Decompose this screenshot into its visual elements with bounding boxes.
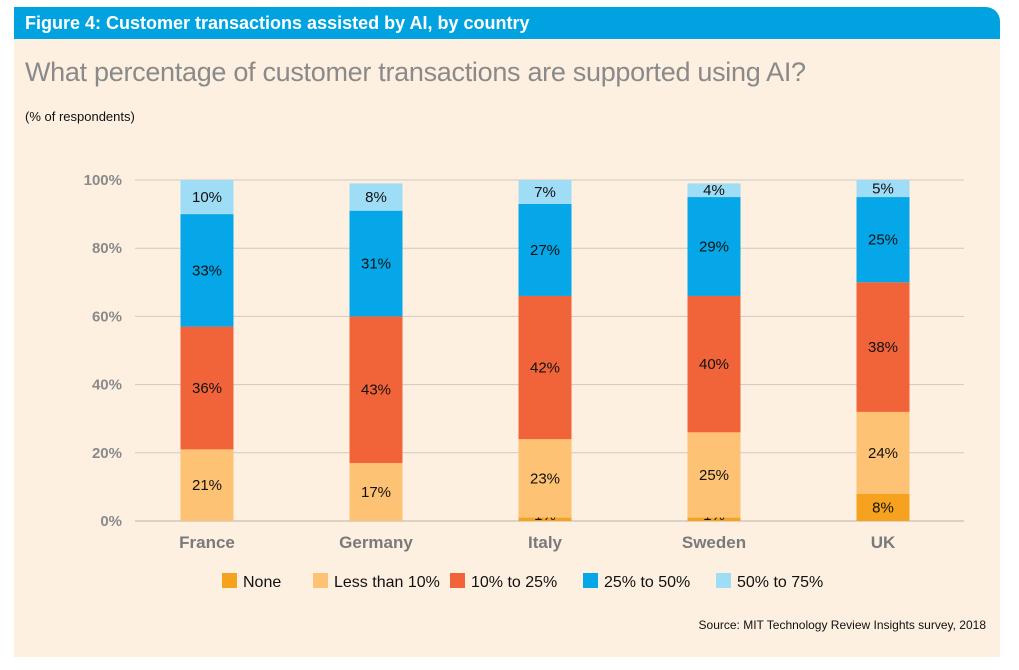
y-tick-label: 80% bbox=[92, 240, 122, 257]
y-tick-label: 100% bbox=[84, 172, 122, 189]
data-label: 10% bbox=[192, 189, 222, 206]
bar-segment bbox=[349, 183, 403, 211]
bar-segment bbox=[180, 214, 234, 327]
legend-label: 50% to 75% bbox=[737, 574, 823, 591]
x-tick-label: Sweden bbox=[682, 533, 746, 552]
bar-segment bbox=[856, 197, 910, 283]
data-label: 25% bbox=[699, 467, 729, 484]
data-label: 17% bbox=[361, 484, 391, 501]
bar-segment bbox=[856, 282, 910, 412]
bar-segment bbox=[687, 183, 741, 198]
y-tick-label: 40% bbox=[92, 377, 122, 394]
data-label: 23% bbox=[530, 470, 560, 487]
bar-segment bbox=[180, 326, 234, 450]
x-tick-label: France bbox=[179, 533, 235, 552]
data-label: 8% bbox=[872, 499, 894, 516]
data-label: 24% bbox=[868, 445, 898, 462]
source-note: Source: MIT Technology Review Insights s… bbox=[698, 618, 986, 632]
legend-swatch bbox=[716, 573, 731, 588]
bar-segment bbox=[349, 463, 403, 521]
x-tick-label: Germany bbox=[339, 533, 413, 552]
bar-segment bbox=[687, 517, 741, 521]
x-tick-label: Italy bbox=[528, 533, 563, 552]
data-label: 5% bbox=[872, 181, 894, 198]
legend-label: 25% to 50% bbox=[604, 574, 690, 591]
data-label: 4% bbox=[703, 182, 725, 199]
legend-swatch bbox=[222, 573, 237, 588]
legend-label: None bbox=[243, 574, 281, 591]
data-label: 42% bbox=[530, 360, 560, 377]
data-label: 29% bbox=[699, 238, 729, 255]
legend-swatch bbox=[450, 573, 465, 588]
bar-segment bbox=[856, 493, 910, 521]
data-label: 27% bbox=[530, 242, 560, 259]
data-label: 33% bbox=[192, 262, 222, 279]
bar-segment bbox=[518, 517, 572, 521]
data-label: 38% bbox=[868, 339, 898, 356]
bar-segment bbox=[856, 180, 910, 198]
y-unit-note: (% of respondents) bbox=[25, 109, 135, 124]
bar-segment bbox=[687, 295, 741, 433]
data-label: 7% bbox=[534, 184, 556, 201]
figure-card: Figure 4: Customer transactions assisted… bbox=[14, 7, 1000, 657]
bar-segment bbox=[180, 180, 234, 215]
y-tick-label: 60% bbox=[92, 308, 122, 325]
data-label: 21% bbox=[192, 477, 222, 494]
bar-segment bbox=[687, 197, 741, 296]
data-label: 31% bbox=[361, 256, 391, 273]
bar-segment bbox=[349, 210, 403, 317]
bar-segment bbox=[518, 295, 572, 440]
bar-segment bbox=[687, 432, 741, 518]
data-label: 25% bbox=[868, 232, 898, 249]
y-tick-label: 0% bbox=[100, 513, 122, 530]
data-label: 8% bbox=[365, 189, 387, 206]
figure-header: Figure 4: Customer transactions assisted… bbox=[14, 7, 1000, 39]
bar-segment bbox=[518, 203, 572, 296]
data-label: 36% bbox=[192, 380, 222, 397]
bar-segment bbox=[518, 439, 572, 518]
legend-label: Less than 10% bbox=[334, 574, 440, 591]
data-label: 40% bbox=[699, 356, 729, 373]
bar-segment bbox=[518, 180, 572, 204]
x-tick-label: UK bbox=[871, 533, 896, 552]
bar-segment bbox=[349, 316, 403, 464]
legend-label: 10% to 25% bbox=[471, 574, 557, 591]
y-tick-label: 20% bbox=[92, 445, 122, 462]
chart-question: What percentage of customer transactions… bbox=[25, 57, 806, 87]
bar-segment bbox=[180, 449, 234, 521]
legend-swatch bbox=[583, 573, 598, 588]
legend-swatch bbox=[313, 573, 328, 588]
figure-title: Figure 4: Customer transactions assisted… bbox=[25, 13, 530, 33]
bar-segment bbox=[856, 411, 910, 494]
stacked-bar-chart: 0% 20% 40% 60% 80% 100% 21% 36% 33% 10% France 17% 4… bbox=[84, 172, 964, 591]
data-label: 43% bbox=[361, 382, 391, 399]
